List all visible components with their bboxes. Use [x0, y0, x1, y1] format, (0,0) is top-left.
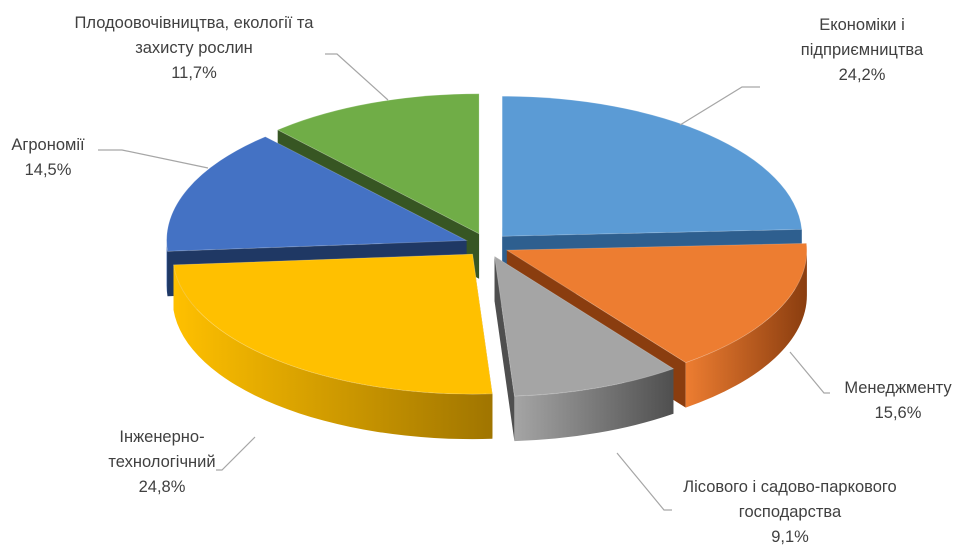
leader-line: [616, 452, 672, 511]
data-label-category: захисту рослин: [135, 39, 253, 57]
leader-line: [789, 351, 830, 394]
data-label-category: Менеджменту: [844, 379, 952, 397]
pie-slice-4: [173, 253, 493, 440]
data-label: Плодоовочівництва, екології та захисту ро…: [75, 14, 315, 82]
data-label-category: Агрономії: [11, 136, 85, 154]
data-label-category: технологічний: [108, 453, 215, 471]
slice-top: [173, 253, 493, 395]
leader-lines: [98, 53, 830, 511]
data-label-category: господарства: [739, 503, 842, 521]
pie-slices: [166, 93, 808, 442]
slice-top: [166, 136, 469, 252]
data-label: Агрономії 14,5%: [11, 136, 85, 179]
data-label-category: Плодоовочівництва, екології та: [75, 14, 315, 32]
data-label-value: 15,6%: [875, 404, 922, 422]
leader-line: [679, 86, 760, 126]
data-label: Менеджменту 15,6%: [844, 379, 952, 422]
data-label: Економіки і підприємництва 24,2%: [801, 16, 924, 84]
data-label-category: підприємництва: [801, 41, 924, 59]
leader-line: [216, 436, 256, 471]
data-label-category: Економіки і: [819, 16, 905, 34]
slice-side: [173, 264, 493, 440]
data-label: Лісового і садово-паркового господарства 9…: [683, 478, 896, 546]
leader-line: [325, 53, 389, 101]
slice-top: [494, 255, 675, 397]
data-label-value: 11,7%: [171, 64, 217, 82]
slice-side: [514, 368, 674, 442]
data-label: Інженерно-технологічний 24,8%: [108, 428, 215, 496]
data-label-value: 9,1%: [771, 528, 809, 546]
leader-line: [98, 149, 209, 169]
slice-top: [505, 242, 808, 364]
slice-top: [501, 95, 803, 237]
slice-wall: [494, 256, 515, 442]
pie-slice-3: [494, 255, 675, 442]
data-label-category: Лісового і садово-паркового: [683, 478, 896, 496]
pie-slice-5: [166, 136, 469, 297]
slice-top: [276, 93, 480, 235]
data-label-category: Інженерно-: [119, 428, 204, 446]
data-labels: Економіки і підприємництва 24,2% Менеджмент…: [11, 14, 952, 546]
slice-side: [685, 250, 807, 408]
data-label-value: 14,5%: [25, 161, 72, 179]
slice-side: [166, 240, 168, 297]
data-label-value: 24,8%: [139, 478, 186, 496]
data-label-value: 24,2%: [839, 66, 886, 84]
